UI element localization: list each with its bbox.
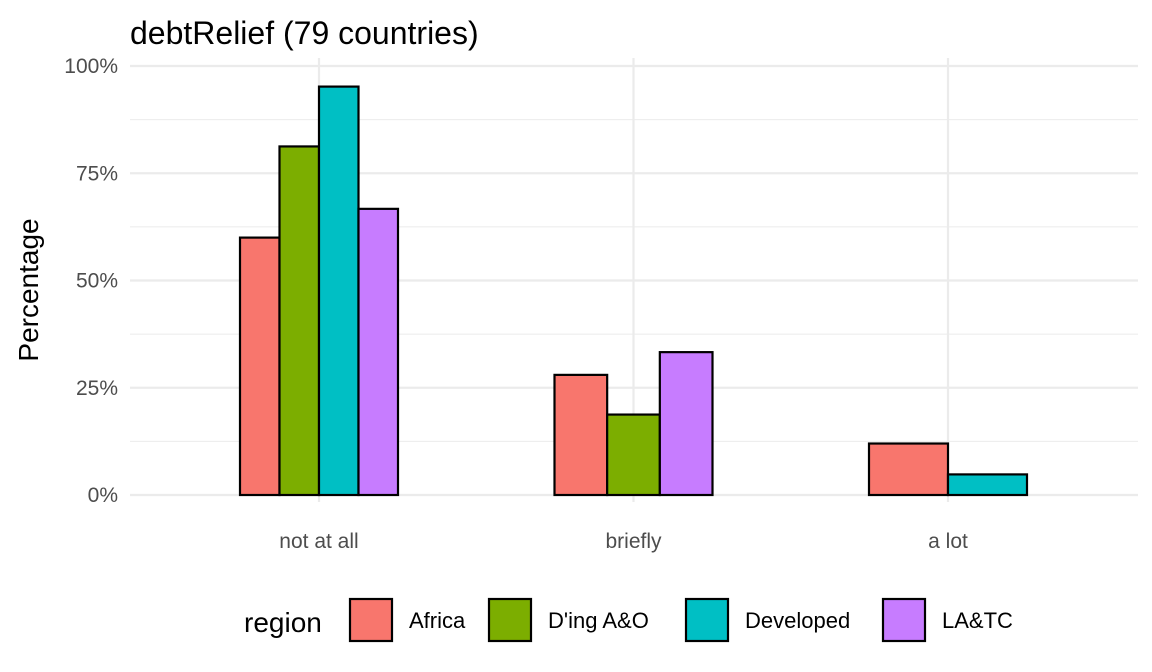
x-axis: not at all briefly a lot <box>279 530 968 553</box>
y-axis-title: Percentage <box>13 218 44 361</box>
legend-label: D'ing A&O <box>548 608 649 633</box>
legend-label: Africa <box>409 608 466 633</box>
bar-d-ing-a-o-briefly <box>606 413 661 497</box>
y-tick-label: 25% <box>76 377 118 400</box>
legend-key <box>487 597 533 643</box>
bar-developed-not-at-all <box>317 85 360 497</box>
y-tick-label: 0% <box>88 484 118 507</box>
y-axis: 0% 25% 50% 75% 100% <box>64 55 118 507</box>
legend-item: LA&TC <box>881 597 1013 643</box>
bar-la-tc-not-at-all <box>357 207 400 497</box>
bar-d-ing-a-o-not-at-all <box>278 145 321 497</box>
legend-item: Africa <box>348 597 466 643</box>
legend-item: Developed <box>684 597 850 643</box>
legend-title: region <box>244 607 322 638</box>
legend-item: D'ing A&O <box>487 597 649 643</box>
chart-title: debtRelief (79 countries) <box>130 15 479 51</box>
legend-key <box>348 597 394 643</box>
bar-developed-a-lot <box>946 473 1029 497</box>
bar-africa-a-lot <box>867 442 950 497</box>
bar-la-tc-briefly <box>658 351 714 497</box>
y-tick-label: 75% <box>76 162 118 185</box>
legend-label: LA&TC <box>942 608 1013 633</box>
y-tick-label: 50% <box>76 270 118 293</box>
x-tick-label: a lot <box>928 530 968 553</box>
legend-label: Developed <box>745 608 850 633</box>
bar-africa-not-at-all <box>238 236 281 497</box>
x-tick-label: briefly <box>605 530 662 553</box>
x-tick-label: not at all <box>279 530 358 553</box>
legend: region Africa D'ing A&O Developed LA&TC <box>244 597 1013 643</box>
y-tick-label: 100% <box>64 55 118 78</box>
legend-key <box>881 597 927 643</box>
bars <box>238 85 1029 497</box>
bar-africa-briefly <box>553 373 609 497</box>
legend-key <box>684 597 730 643</box>
